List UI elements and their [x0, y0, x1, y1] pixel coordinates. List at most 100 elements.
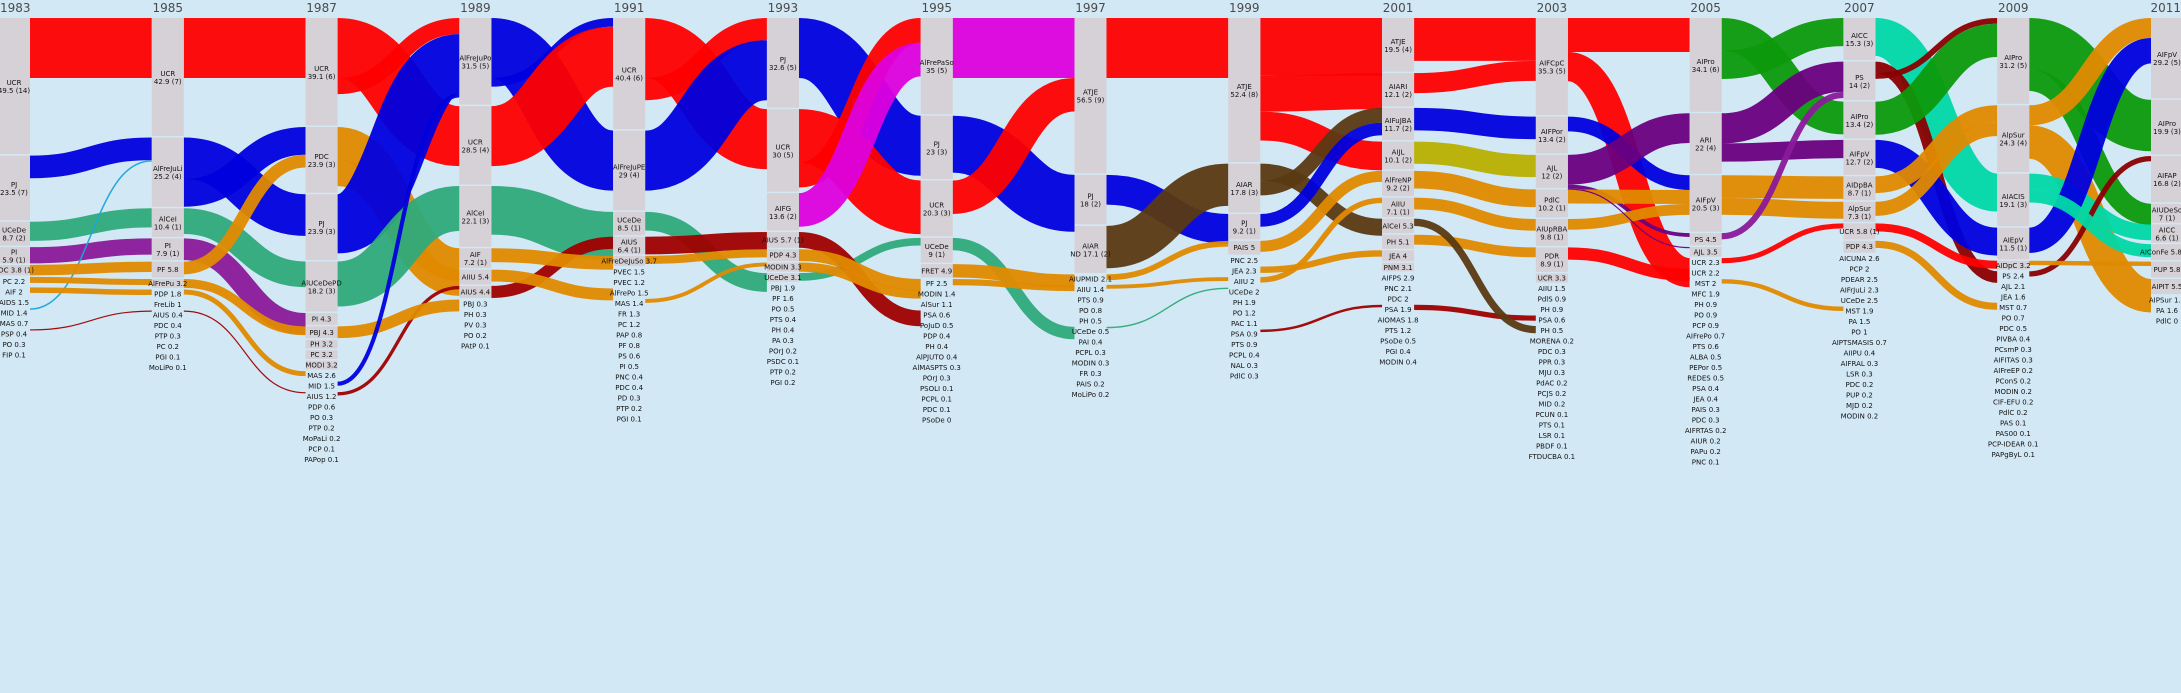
node-1997-fr-12 — [1074, 368, 1107, 378]
node-label-1983-fip: FIP 0.1 — [2, 351, 26, 359]
node-label-1987-mas: MAS 2.6 — [307, 372, 336, 380]
year-axis: 1983 1985 1987 1989 1991 1993 1995 1997 1999 2001… — [0, 1, 2181, 15]
node-1991-pi-14 — [613, 362, 646, 371]
node-value-2009-aiepv: 11.5 (1) — [1999, 244, 2027, 252]
flow-2007-ps-to-aipro — [1875, 18, 1998, 79]
node-2005-pcp-11 — [1689, 321, 1722, 330]
node-label-2003-aiuprba: AIUpRBA — [1536, 225, 1567, 233]
node-label-2009-aifreep: AIFreEP 0.2 — [1994, 367, 2033, 375]
node-label-1991-pvec: PVEC 1.2 — [613, 279, 645, 287]
flow-1997-aiar-to-aiar — [1105, 163, 1230, 269]
node-label-2009-pdlc: PdlC 0.2 — [1999, 409, 2028, 417]
flow-1983-psp-to-aius — [29, 310, 152, 331]
flow-1999-aiar-to-alcei — [1259, 163, 1383, 236]
node-label-1995-ucr: UCR — [929, 201, 944, 209]
year-label-1991: 1991 — [614, 1, 645, 15]
node-1999-pac-10 — [1228, 319, 1261, 328]
node-label-2007-ucr: UCR 5.8 (1) — [1839, 228, 1880, 236]
node-label-1987-po: PO 0.3 — [310, 414, 333, 422]
node-label-1985-ptp: PTP 0.3 — [155, 333, 181, 341]
node-2003-ftducba-23 — [1535, 451, 1568, 461]
node-value-2011-aiudeso: 7 (1) — [2159, 214, 2176, 222]
node-label-1995-ucede: UCeDe — [925, 243, 949, 251]
node-2005-pepor-15 — [1689, 363, 1722, 372]
node-value-1991-aius: 6.4 (1) — [618, 247, 642, 255]
node-1999-ucede-7 — [1228, 287, 1261, 297]
node-1995-psa-8 — [920, 310, 953, 320]
flow-1997-aiupmid-to-pais — [1106, 240, 1229, 281]
node-label-1995-psode: PSoDe 0 — [922, 417, 951, 425]
node-1983-ucr-0 — [0, 18, 30, 155]
node-label-1993-pj: PJ — [780, 56, 786, 64]
node-2003-ph-11 — [1535, 325, 1568, 335]
node-value-1993-aifg: 13.6 (2) — [769, 213, 797, 221]
node-label-2007-pa: PA 1.5 — [1848, 318, 1870, 326]
node-label-1989-pbj: PBJ 0.3 — [463, 301, 487, 309]
node-value-2003-aifpor: 13.4 (2) — [1538, 136, 1566, 144]
node-label-2001-psa: PSA 1.9 — [1385, 306, 1412, 314]
node-label-2011-aipro: AIPro — [2158, 120, 2176, 128]
node-2005-redes-16 — [1689, 373, 1722, 383]
node-2005-pais-19 — [1689, 405, 1722, 414]
flow-1985-alfrejuli-to-pj — [182, 137, 307, 236]
node-2009-aifitas-13 — [1997, 355, 2030, 364]
node-label-1997-modin: MODIN 0.3 — [1072, 359, 1110, 367]
node-value-2009-aipro: 31.2 (5) — [1999, 62, 2027, 70]
node-label-1997-aiar: AIAR — [1082, 242, 1099, 250]
node-label-2005-pais: PAIS 0.3 — [1691, 406, 1719, 414]
node-1983-mid-8 — [0, 308, 30, 317]
node-label-2007-aifral: AIFRAL 0.3 — [1841, 360, 1879, 368]
node-label-1991-pc: PC 1.2 — [618, 321, 640, 329]
node-label-1997-ph: PH 0.5 — [1079, 317, 1102, 325]
flow-1995-pf-to-aiiu — [952, 279, 1075, 292]
node-value-2001-alfrenp: 9.2 (2) — [1386, 185, 1410, 193]
node-1987-po-13 — [305, 413, 338, 422]
node-label-1985-alfrejuli: AlFreJuLi — [153, 165, 183, 173]
year-label-1989: 1989 — [460, 1, 491, 15]
node-2011-aicc-4 — [2151, 224, 2181, 243]
node-2005-pnc-24 — [1689, 457, 1722, 467]
node-1993-pts-10 — [766, 315, 799, 324]
node-1993-ucr-1 — [766, 109, 799, 192]
node-label-1991-pdc: PDC 0.4 — [615, 384, 643, 392]
flow-2005-aipro-to-aicc — [1721, 17, 1844, 79]
node-label-2009-ajl: AJL 2.1 — [2001, 283, 2025, 291]
node-label-1983-aids: AIDS 1.5 — [0, 299, 29, 307]
node-2003-pdlc-3 — [1535, 189, 1568, 218]
node-value-2003-aifcpc: 35.3 (5) — [1538, 68, 1566, 76]
node-2003-morena-12 — [1535, 336, 1568, 345]
node-label-2003-morena: MORENA 0.2 — [1530, 337, 1574, 345]
node-label-2011-pup: PUP 5.8 — [2154, 266, 2181, 274]
node-1983-pi-3 — [0, 247, 30, 264]
node-1997-pai-9 — [1074, 337, 1107, 346]
node-2005-aiur-22 — [1689, 436, 1722, 446]
flow-1999-pais-to-alfrenp — [1260, 170, 1383, 252]
node-label-2005-pcp: PCP 0.9 — [1692, 322, 1719, 330]
node-label-2001-aiiu: AIIU — [1391, 200, 1405, 208]
flow-1987-pbj-to-pbj — [337, 299, 460, 339]
flow-1985-aius-to-aius — [183, 310, 306, 394]
node-label-1985-pc: PC 0.2 — [157, 343, 179, 351]
node-1999-aiar-1 — [1228, 163, 1261, 213]
flow-2005-ari-to-ps — [1720, 61, 1845, 144]
node-1993-pa-12 — [766, 336, 799, 345]
node-2005-po-10 — [1689, 310, 1722, 320]
node-2007-aiptsmasis-16 — [1843, 338, 1876, 347]
node-label-1983-pdc: PDC 3.8 (1) — [0, 267, 34, 275]
node-1993-pf-8 — [766, 294, 799, 303]
flow-1999-jea-to-jea — [1260, 250, 1383, 273]
node-label-1995-pf: PF 2.5 — [926, 280, 948, 288]
node-label-2001-pnm: PNM 3.1 — [1384, 264, 1413, 272]
flow-1985-pf-to-pdc — [183, 154, 307, 275]
flow-1985-pdp-to-mas — [183, 289, 306, 377]
node-2009-pdc-10 — [1997, 323, 2030, 333]
node-2001-pts-15 — [1382, 325, 1415, 335]
node-1997-pais-13 — [1074, 379, 1107, 388]
node-value-2005-aipro: 34.1 (6) — [1692, 66, 1720, 74]
node-2009-pdlc-18 — [1997, 407, 2030, 417]
node-2011-aiconfe-5 — [2151, 244, 2181, 261]
node-label-2009-cif-efu: CIF-EFU 0.2 — [1993, 398, 2033, 406]
node-1999-jea-5 — [1228, 266, 1261, 276]
node-1991-pf-12 — [613, 341, 646, 350]
